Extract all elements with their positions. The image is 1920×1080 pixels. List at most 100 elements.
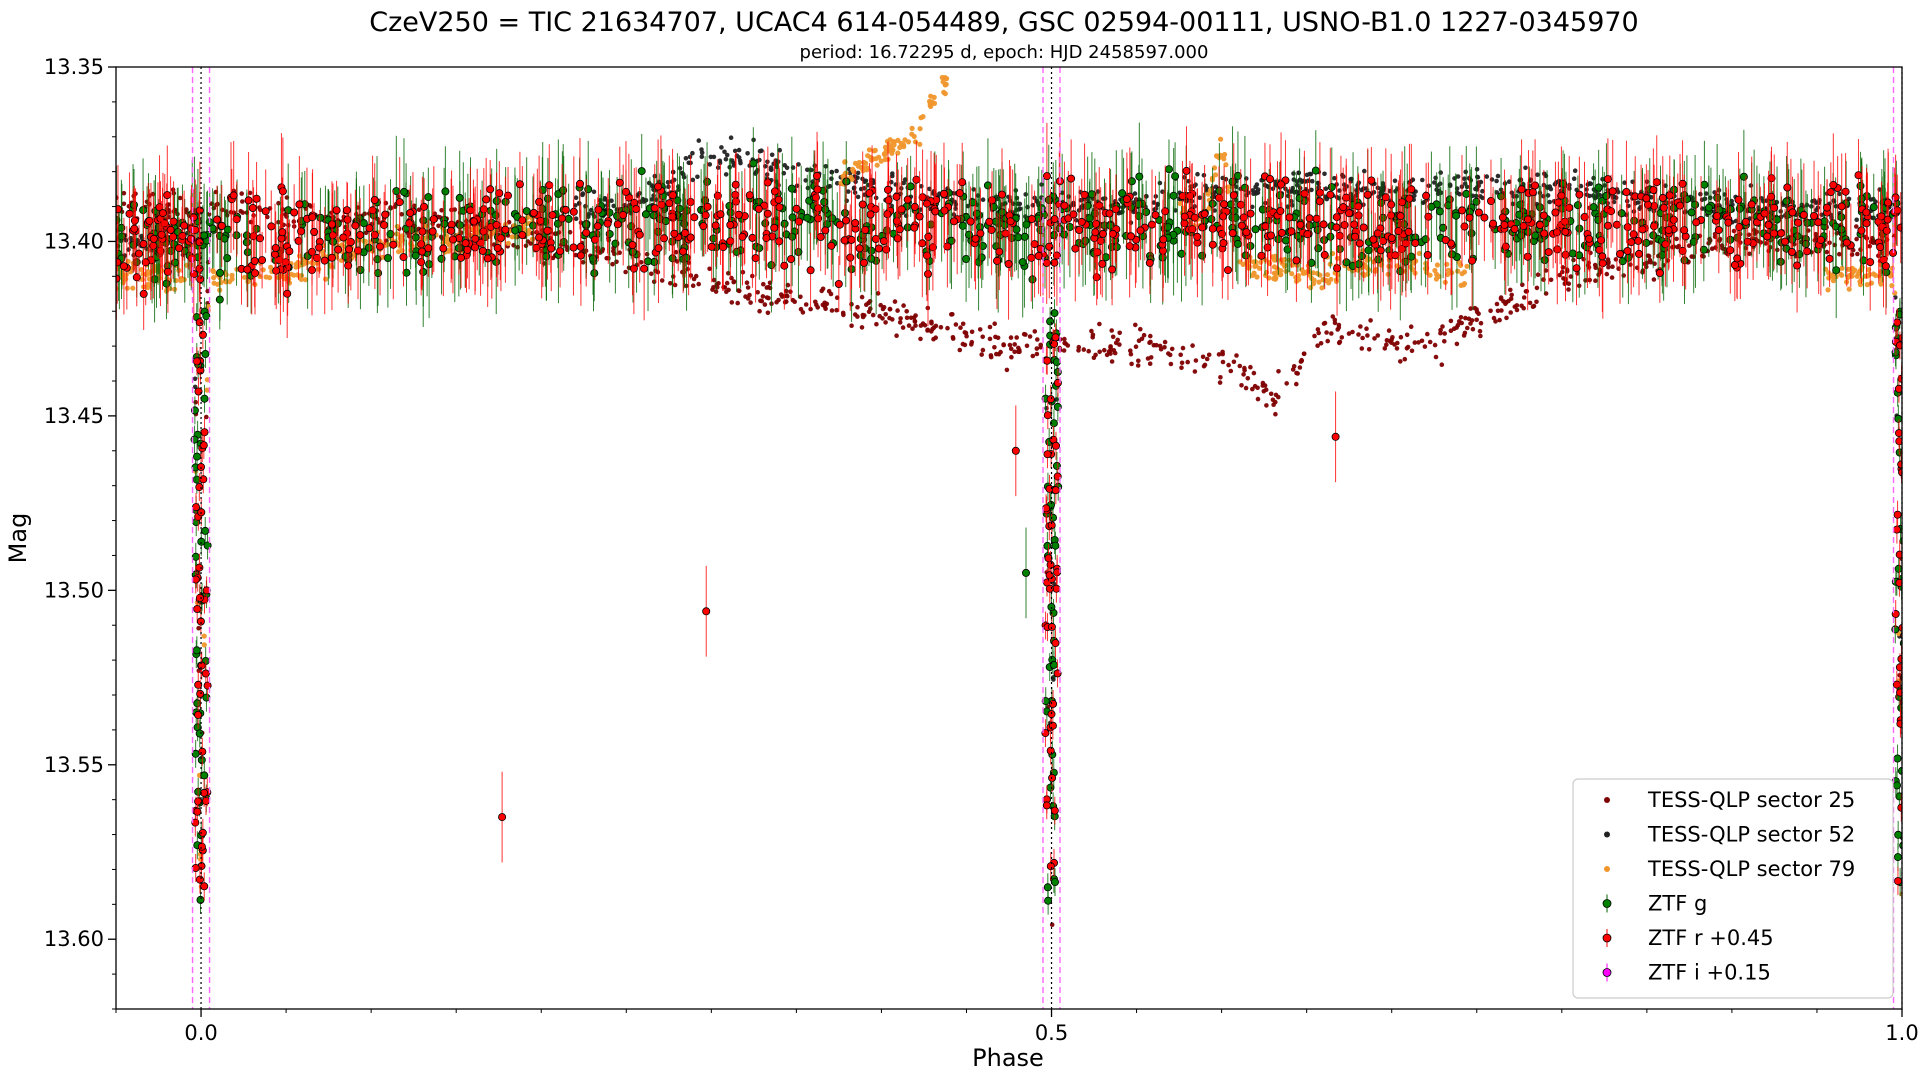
data-point (906, 323, 912, 328)
data-point (1489, 177, 1495, 182)
data-point (1544, 248, 1553, 257)
data-point (743, 294, 748, 299)
data-point (646, 180, 652, 186)
data-point (1465, 325, 1470, 331)
data-point (1023, 332, 1028, 337)
data-point (707, 162, 713, 167)
data-point (675, 204, 684, 213)
data-point (399, 187, 408, 196)
data-point (1464, 263, 1470, 269)
data-point (1534, 299, 1539, 305)
data-point (1305, 214, 1314, 223)
data-point (1712, 211, 1721, 220)
data-point (1261, 388, 1267, 394)
data-point (942, 82, 948, 88)
data-point (953, 322, 959, 327)
data-point (1634, 236, 1643, 245)
data-point (617, 250, 622, 255)
data-point (1128, 348, 1133, 354)
data-point (1604, 271, 1610, 277)
data-point (1049, 513, 1058, 522)
data-point (769, 152, 775, 158)
data-point (162, 279, 171, 288)
data-point (1333, 264, 1342, 273)
data-point (441, 187, 450, 196)
data-point (1248, 364, 1253, 370)
data-point (1873, 199, 1878, 204)
data-point (683, 156, 689, 161)
data-point (1365, 333, 1370, 338)
data-point (777, 147, 782, 153)
data-point (192, 376, 198, 382)
data-point (1324, 196, 1330, 202)
data-point (1480, 213, 1489, 222)
data-point (452, 207, 458, 212)
data-point (1622, 180, 1627, 185)
data-point (969, 329, 975, 335)
data-point (1151, 342, 1157, 348)
data-point (543, 226, 552, 235)
data-point (993, 334, 998, 340)
data-point (1014, 335, 1019, 340)
data-point (794, 247, 803, 256)
data-point (798, 294, 803, 300)
data-point (1250, 204, 1255, 210)
data-point (868, 306, 873, 311)
data-point (872, 147, 878, 153)
data-point (1206, 352, 1212, 358)
data-point (874, 162, 880, 168)
data-point (723, 157, 729, 162)
data-point (977, 327, 983, 332)
data-point (1255, 190, 1261, 196)
data-point (1644, 179, 1650, 185)
data-point (1104, 352, 1110, 358)
data-point (1813, 231, 1819, 237)
data-point (1250, 386, 1255, 392)
data-point (1440, 324, 1445, 329)
data-point (1179, 365, 1184, 371)
data-point (779, 294, 785, 299)
data-point (1315, 180, 1321, 186)
data-point (1287, 227, 1296, 236)
data-point (1097, 349, 1102, 355)
data-point (610, 261, 615, 267)
data-point (1524, 289, 1530, 294)
data-point (399, 253, 408, 262)
data-point (1251, 270, 1257, 276)
data-point (1049, 922, 1055, 927)
data-point (950, 312, 955, 317)
data-point (1097, 321, 1102, 327)
data-point (855, 170, 861, 176)
data-point (958, 221, 967, 230)
data-point (1111, 348, 1117, 353)
data-point (1610, 264, 1615, 270)
data-point (1665, 191, 1674, 200)
data-point (619, 210, 628, 219)
data-point (863, 178, 869, 184)
data-point (649, 271, 654, 277)
data-point (1894, 414, 1902, 423)
data-point (696, 138, 702, 143)
data-point (901, 142, 907, 148)
data-point (272, 266, 281, 275)
data-point (1355, 239, 1364, 248)
data-point (1283, 245, 1292, 254)
data-point (876, 154, 882, 160)
data-point (803, 213, 812, 222)
data-point (855, 314, 860, 319)
data-point (1661, 240, 1670, 249)
data-point (889, 179, 894, 185)
data-point (1568, 274, 1574, 279)
data-point (1651, 277, 1657, 282)
data-point (1535, 172, 1540, 177)
data-point (1392, 178, 1398, 184)
data-point (687, 154, 693, 160)
data-point (1270, 186, 1276, 192)
data-point (193, 399, 198, 405)
data-point (1506, 298, 1511, 304)
data-point (785, 293, 790, 299)
data-point (1433, 175, 1438, 181)
data-point (1837, 251, 1842, 257)
data-point (1454, 325, 1459, 330)
data-point (775, 237, 784, 246)
